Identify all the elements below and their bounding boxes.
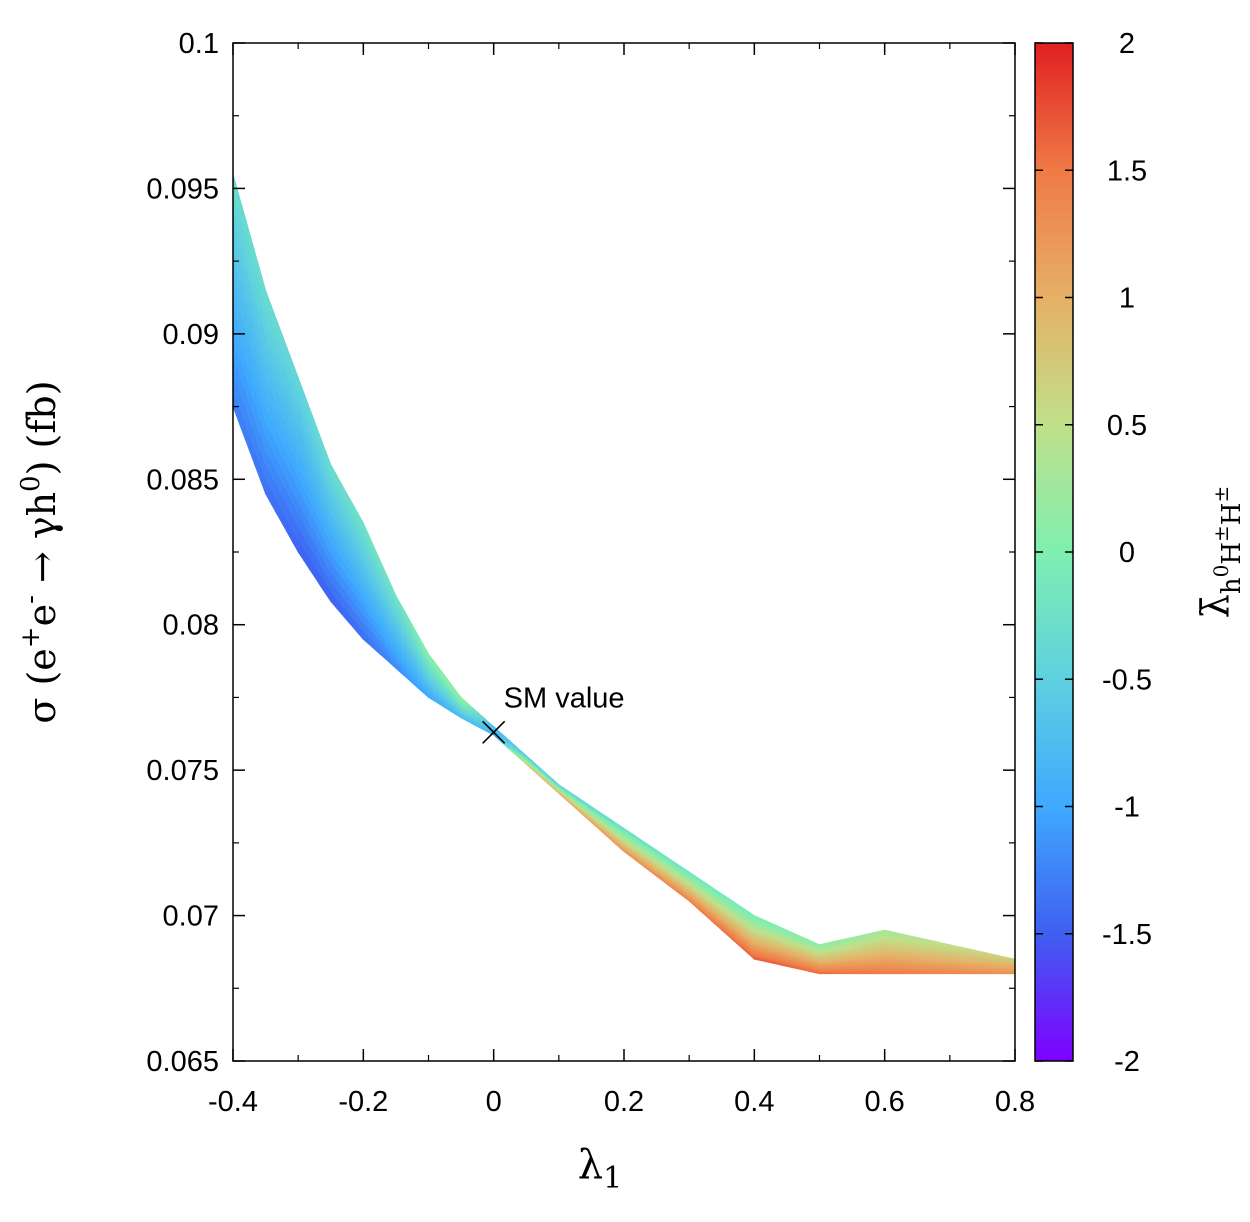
y-tick-label: 0.075	[146, 755, 219, 787]
y-axis: 0.065 0.07 0.075 0.08 0.085 0.09 0.095 0.1	[146, 28, 1015, 1078]
scatter-band-cell	[1003, 956, 1015, 961]
x-tick-label: -0.2	[338, 1086, 388, 1118]
colorbar-tick-label: 2	[1119, 28, 1135, 60]
y-tick-label: 0.07	[163, 901, 219, 933]
colorbar-title: λ̄h0H±H±	[1193, 486, 1247, 618]
y-tick-label: 0.095	[146, 173, 219, 205]
scatter-band	[233, 173, 1015, 975]
y-tick-label: 0.1	[179, 28, 219, 60]
colorbar-tick-label: -1.5	[1102, 919, 1152, 951]
y-tick-label: 0.065	[146, 1046, 219, 1078]
x-tick-label: 0	[486, 1086, 502, 1118]
sm-value-label: SM value	[504, 682, 625, 714]
colorbar-tick-label: -2	[1114, 1046, 1140, 1078]
x-tick-label: 0.4	[734, 1086, 774, 1118]
y-tick-label: 0.09	[163, 319, 219, 351]
x-tick-label: 0.8	[995, 1086, 1035, 1118]
x-tick-label: 0.6	[865, 1086, 905, 1118]
colorbar-tick-label: 0.5	[1107, 410, 1147, 442]
x-axis: -0.4 -0.2 0 0.2 0.4 0.6 0.8	[208, 43, 1035, 1118]
colorbar-tick-label: 1	[1119, 283, 1135, 315]
colorbar-axis: -2 -1.5 -1 -0.5 0 0.5 1 1.5 2	[1035, 28, 1152, 1078]
sm-value-marker	[482, 720, 506, 744]
colorbar-tick-label: 0	[1119, 537, 1135, 569]
y-axis-title: σ (e+e- → γh0) (fb)	[16, 380, 64, 723]
colorbar-tick-label: -0.5	[1102, 664, 1152, 696]
x-tick-label: 0.2	[604, 1086, 644, 1118]
colorbar-tick-label: -1	[1114, 792, 1140, 824]
colorbar-tick-label: 1.5	[1107, 155, 1147, 187]
y-tick-label: 0.085	[146, 464, 219, 496]
x-tick-label: -0.4	[208, 1086, 258, 1118]
x-axis-title: λ1	[578, 1142, 622, 1196]
sm-marker-stroke	[482, 720, 506, 744]
y-tick-label: 0.08	[163, 610, 219, 642]
